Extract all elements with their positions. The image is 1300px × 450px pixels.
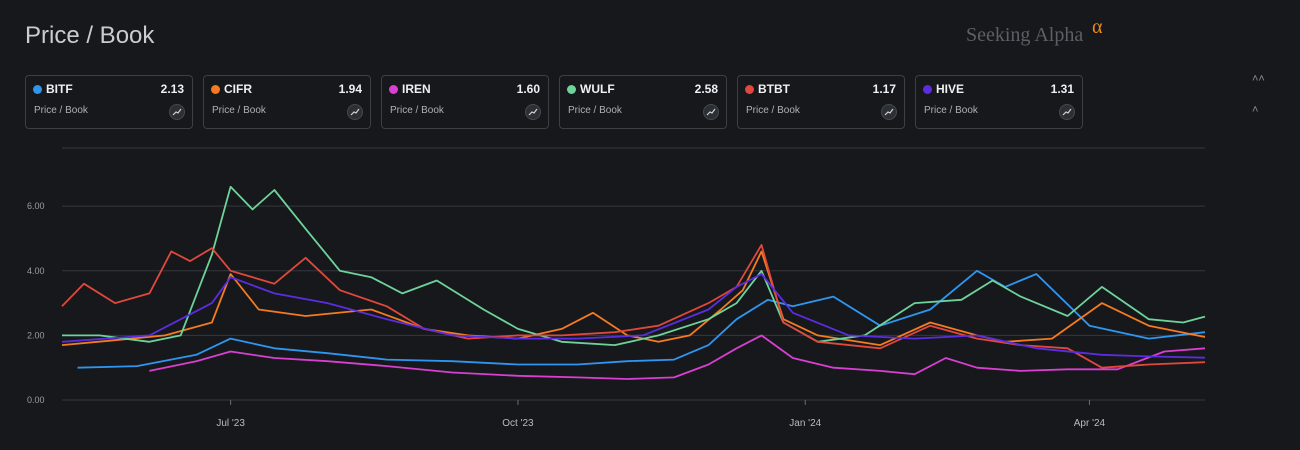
line-chart-icon[interactable] [347,104,363,120]
metric-label: Price / Book [568,105,622,116]
x-tick-label: Jul '23 [216,418,245,429]
ticker-card-wulf[interactable]: WULF 2.58 Price / Book [559,75,727,129]
ticker-value: 1.31 [1050,82,1074,96]
ticker-card-cifr[interactable]: CIFR 1.94 Price / Book [203,75,371,129]
metric-label: Price / Book [924,105,978,116]
series-line-wulf [62,185,1206,347]
series-color-dot [567,85,576,94]
y-tick-label: 4.00 [27,266,45,276]
line-chart-icon[interactable] [1059,104,1075,120]
line-chart-icon[interactable] [169,104,185,120]
ticker-value: 2.13 [160,82,184,96]
series-line-cifr [61,250,1206,347]
metric-label: Price / Book [746,105,800,116]
x-tick-label: Oct '23 [502,418,534,429]
ticker-symbol: HIVE [936,82,965,96]
ticker-card-btbt[interactable]: BTBT 1.17 Price / Book [737,75,905,129]
ticker-value: 2.58 [694,82,718,96]
x-tick-label: Apr '24 [1074,418,1106,429]
x-tick-label: Jan '24 [789,418,821,429]
ticker-value: 1.17 [872,82,896,96]
ticker-card-hive[interactable]: HIVE 1.31 Price / Book [915,75,1083,129]
ticker-symbol: CIFR [224,82,252,96]
alpha-symbol: α [1092,16,1103,38]
series-color-dot [33,85,42,94]
line-chart-icon[interactable] [881,104,897,120]
metric-label: Price / Book [212,105,266,116]
line-chart-icon[interactable] [525,104,541,120]
series-color-dot [211,85,220,94]
y-tick-label: 2.00 [27,330,45,340]
series-line-hive [61,273,1206,359]
brand-text: Seeking Alpha [966,24,1084,46]
ticker-symbol: BTBT [758,82,790,96]
y-tick-label: 0.00 [27,395,45,405]
ticker-value: 1.60 [516,82,540,96]
series-line-btbt [61,243,1206,369]
series-line-iren [149,334,1206,380]
ticker-card-bitf[interactable]: BITF 2.13 Price / Book [25,75,193,129]
ticker-symbol: IREN [402,82,431,96]
metric-label: Price / Book [34,105,88,116]
seeking-alpha-logo: Seeking Alpha α [966,16,1102,47]
ticker-card-iren[interactable]: IREN 1.60 Price / Book [381,75,549,129]
collapse-all-icon[interactable]: ˄˄ [1252,73,1265,85]
series-color-dot [389,85,398,94]
line-chart-icon[interactable] [703,104,719,120]
ticker-value: 1.94 [338,82,362,96]
series-color-dot [923,85,932,94]
metric-label: Price / Book [390,105,444,116]
page-title: Price / Book [25,22,155,49]
series-color-dot [745,85,754,94]
ticker-symbol: WULF [580,82,615,96]
ticker-symbol: BITF [46,82,73,96]
y-tick-label: 6.00 [27,201,45,211]
collapse-icon[interactable]: ˄ [1252,104,1259,116]
